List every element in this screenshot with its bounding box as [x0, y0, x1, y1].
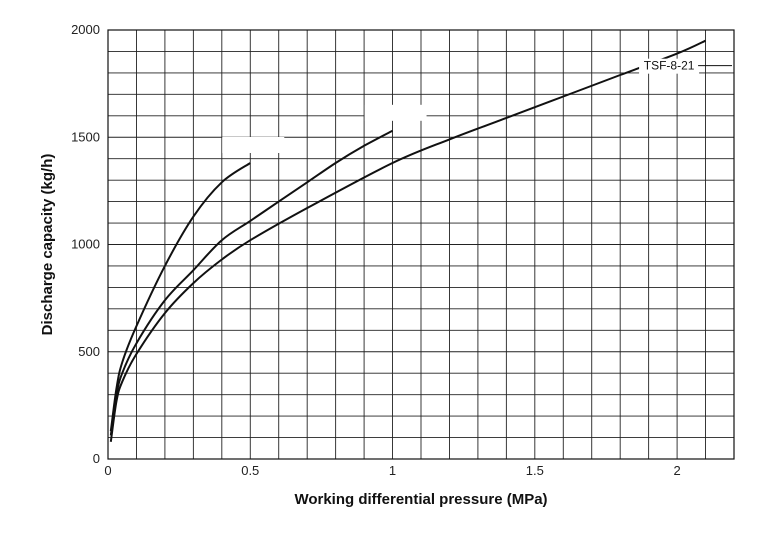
plot-frame	[107, 29, 735, 460]
y-tick-label: 0	[93, 451, 100, 466]
series-labels: TSF-8-21	[222, 58, 732, 153]
series-end-gap	[222, 136, 285, 153]
grid	[108, 30, 734, 459]
series-label-background	[639, 58, 700, 74]
y-axis-label: Discharge capacity (kg/h)	[39, 154, 56, 336]
x-tick-label: 1.5	[526, 463, 544, 478]
x-axis-label: Working differential pressure (MPa)	[294, 491, 547, 508]
x-tick-label: 2	[673, 463, 680, 478]
x-axis-ticks: 0 0.5 1 1.5 2	[104, 463, 680, 478]
series-label: TSF-8-21	[644, 59, 695, 73]
y-tick-label: 1500	[71, 129, 100, 144]
series-lines	[109, 39, 706, 442]
series-end-gap	[364, 104, 427, 121]
x-tick-label: 0.5	[241, 463, 259, 478]
series-line	[109, 129, 393, 436]
x-tick-label: 1	[389, 463, 396, 478]
y-axis-ticks: 0 500 1000 1500 2000	[71, 22, 100, 466]
x-tick-label: 0	[104, 463, 111, 478]
y-tick-label: 500	[78, 344, 100, 359]
y-tick-label: 1000	[71, 237, 100, 252]
series-line	[109, 39, 706, 442]
y-tick-label: 2000	[71, 22, 100, 37]
series-line	[109, 162, 251, 432]
